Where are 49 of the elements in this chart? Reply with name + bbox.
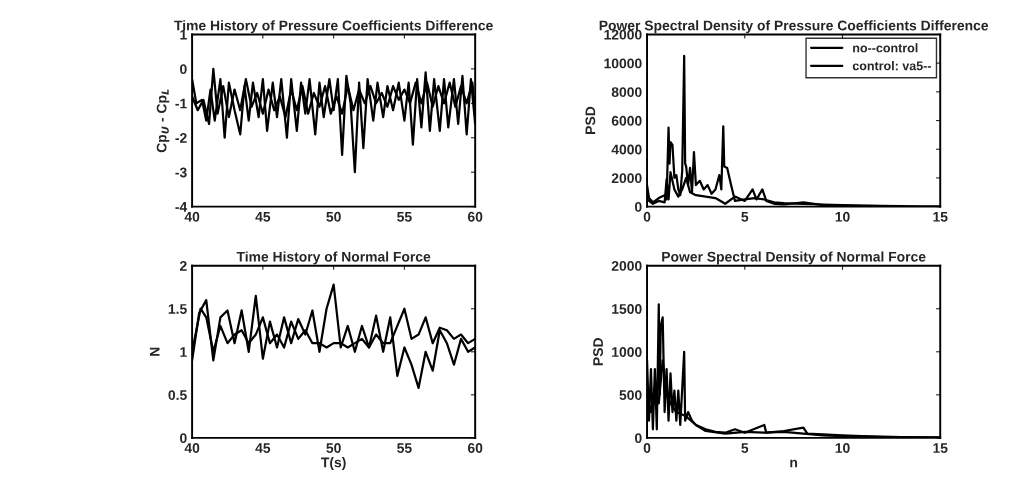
x-axis-title: T(s) (321, 457, 346, 471)
y-tick-label: 1000 (612, 347, 642, 357)
y-tick-label: 1.5 (168, 304, 187, 314)
y-tick-label: -2 (175, 133, 187, 143)
y-tick-label: 500 (619, 390, 642, 400)
y-axis-title: PSD (593, 338, 603, 366)
y-tick-label: 2000 (611, 261, 642, 271)
y-axis-title: Cp$_{U}$ - Cp$_{L}$ (156, 89, 170, 153)
y-axis-title: PSD (585, 106, 596, 134)
y-tick-label: -3 (175, 167, 187, 178)
x-tick-label: 60 (467, 211, 483, 222)
y-tick-label: 1500 (612, 304, 642, 314)
y-tick-label: 2 (179, 261, 187, 271)
x-tick-label: 55 (397, 212, 412, 222)
x-axis-title: n (790, 459, 798, 468)
x-tick-label: 45 (255, 212, 271, 222)
y-tick-label: -1 (175, 98, 187, 109)
x-tick-label: 5 (741, 443, 749, 453)
x-tick-label: 55 (397, 443, 412, 453)
y-tick-label: 4000 (611, 144, 642, 155)
x-tick-label: 15 (933, 443, 948, 453)
y-tick-label: 2000 (611, 173, 642, 184)
x-tick-label: 45 (255, 443, 271, 453)
chart-title: Power Spectral Density of Normal Force (662, 251, 926, 265)
x-tick-label: 5 (741, 212, 749, 222)
x-tick-label: 15 (933, 212, 948, 222)
x-tick-label: 40 (184, 443, 200, 453)
legend-label: no--control (853, 43, 918, 53)
x-tick-label: 40 (184, 211, 200, 222)
chart-title: Time History of Normal Force (236, 251, 431, 265)
y-tick-label: 0.5 (168, 390, 187, 400)
x-tick-label: 0 (643, 443, 651, 453)
y-tick-label: -4 (175, 202, 188, 212)
y-tick-label: 8000 (611, 87, 642, 98)
y-tick-label: 1 (180, 347, 187, 357)
x-tick-label: 50 (326, 443, 341, 453)
x-tick-label: 10 (835, 211, 850, 222)
x-tick-label: 50 (326, 211, 341, 222)
x-tick-label: 10 (835, 443, 850, 453)
y-tick-label: 10000 (604, 58, 642, 69)
y-tick-label: 0 (635, 433, 642, 444)
x-tick-label: 0 (643, 211, 651, 222)
legend-label: control: va5-- (852, 61, 931, 71)
y-tick-label: 0 (180, 433, 187, 444)
x-tick-label: 60 (467, 443, 483, 453)
y-tick-label: 6000 (611, 115, 642, 126)
y-axis-title: N (149, 347, 160, 356)
y-tick-label: 0 (635, 201, 642, 212)
y-tick-label: 0 (180, 64, 187, 75)
